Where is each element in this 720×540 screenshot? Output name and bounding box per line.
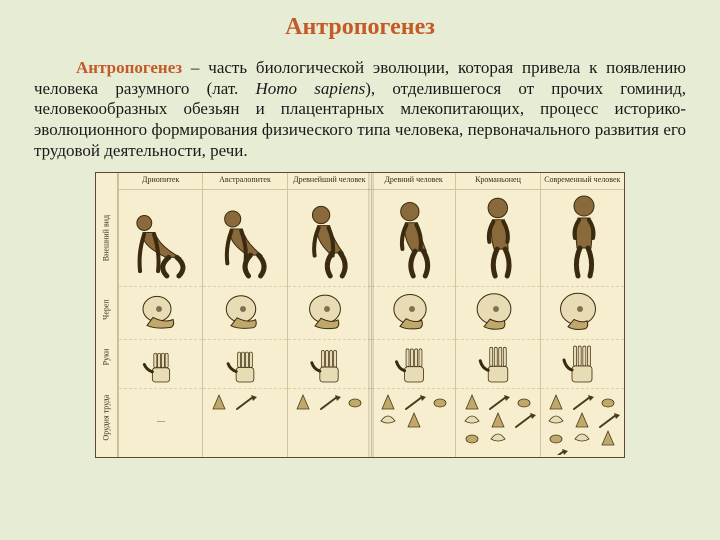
cell-ancient-row0 [372, 190, 455, 286]
stage-modern: Современный человек [540, 173, 624, 457]
cell-cromagnon-row1 [456, 286, 539, 339]
stage-label-earliest: Древнейший человек [288, 173, 371, 190]
stage-label-modern: Современный человек [541, 173, 624, 190]
definition-paragraph: Антропогенез – часть биологической эволю… [34, 58, 686, 162]
row-header-0: Внешний вид [96, 191, 117, 285]
cell-dryopithecus-row3: — [119, 388, 202, 457]
svg-text:—: — [156, 416, 166, 425]
cell-cromagnon-row3 [456, 388, 539, 457]
cell-ancient-row3 [372, 388, 455, 457]
stage-cromagnon: Кроманьонец [455, 173, 539, 457]
evolution-chart: Внешний видЧерепРукиОрудия трудаДриопите… [95, 172, 625, 458]
cell-australopithecus-row3 [203, 388, 286, 457]
cell-australopithecus-row2 [203, 339, 286, 388]
cell-modern-row2 [541, 339, 624, 388]
stage-earliest: Древнейший человек [287, 173, 371, 457]
stage-label-cromagnon: Кроманьонец [456, 173, 539, 190]
row-header-3: Орудия труда [96, 379, 117, 457]
stage-label-ancient: Древний человек [372, 173, 455, 190]
row-labels: Внешний видЧерепРукиОрудия труда [96, 173, 118, 457]
cell-australopithecus-row1 [203, 286, 286, 339]
cell-earliest-row3 [288, 388, 371, 457]
cell-earliest-row1 [288, 286, 371, 339]
stage-ancient: Древний человек [371, 173, 455, 457]
cell-cromagnon-row2 [456, 339, 539, 388]
term: Антропогенез [76, 58, 182, 77]
cell-dryopithecus-row2 [119, 339, 202, 388]
cell-ancient-row1 [372, 286, 455, 339]
cell-earliest-row0 [288, 190, 371, 286]
cell-ancient-row2 [372, 339, 455, 388]
cell-earliest-row2 [288, 339, 371, 388]
row-header-1: Череп [96, 285, 117, 335]
latin-name: Homo sapiens [255, 79, 365, 98]
stage-label-australopithecus: Австралопитек [203, 173, 286, 190]
evolution-chart-wrap: Внешний видЧерепРукиОрудия трудаДриопите… [34, 172, 686, 458]
cell-modern-row3 [541, 388, 624, 457]
page-title: Антропогенез [34, 14, 686, 41]
cell-modern-row1 [541, 286, 624, 339]
cell-australopithecus-row0 [203, 190, 286, 286]
cell-cromagnon-row0 [456, 190, 539, 286]
stage-label-dryopithecus: Дриопитек [119, 173, 202, 190]
cell-dryopithecus-row0 [119, 190, 202, 286]
slide: Антропогенез Антропогенез – часть биолог… [0, 0, 720, 540]
cell-modern-row0 [541, 190, 624, 286]
cell-dryopithecus-row1 [119, 286, 202, 339]
stage-australopithecus: Австралопитек [202, 173, 286, 457]
stage-dryopithecus: Дриопитек — [118, 173, 202, 457]
row-header-2: Руки [96, 335, 117, 379]
